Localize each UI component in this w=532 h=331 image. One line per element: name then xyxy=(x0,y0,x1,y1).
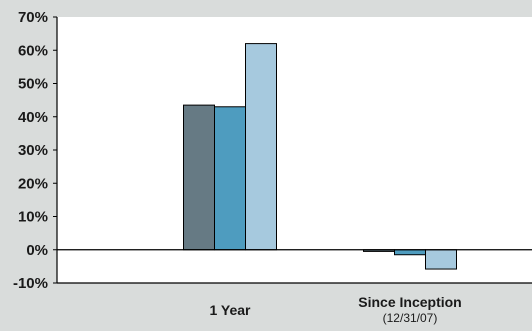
x-labels-group: 1 Year Since Inception(12/31/07) xyxy=(209,294,461,325)
bar xyxy=(394,249,426,256)
y-tick-label: 60% xyxy=(18,42,48,59)
plot-area xyxy=(57,17,532,283)
y-ticks-group: 70% 60% 50% 40% 30% 20% 10% 0% -10% xyxy=(13,9,57,292)
bar xyxy=(245,43,277,251)
y-tick-label: 10% xyxy=(18,209,48,226)
x-category-label: Since Inception xyxy=(358,294,461,310)
bars-group xyxy=(183,43,457,270)
y-tick-label: 20% xyxy=(18,175,48,192)
x-category-label: 1 Year xyxy=(209,302,251,318)
y-tick-label: 50% xyxy=(18,76,48,93)
x-category-sublabel: (12/31/07) xyxy=(383,311,438,325)
bar xyxy=(183,104,215,251)
y-tick-label: 40% xyxy=(18,109,48,126)
y-tick-label: -10% xyxy=(13,275,48,292)
y-tick-label: 0% xyxy=(26,242,48,259)
y-tick-label: 30% xyxy=(18,142,48,159)
y-tick-label: 70% xyxy=(18,9,48,26)
bar xyxy=(425,249,457,270)
bar xyxy=(214,106,246,251)
